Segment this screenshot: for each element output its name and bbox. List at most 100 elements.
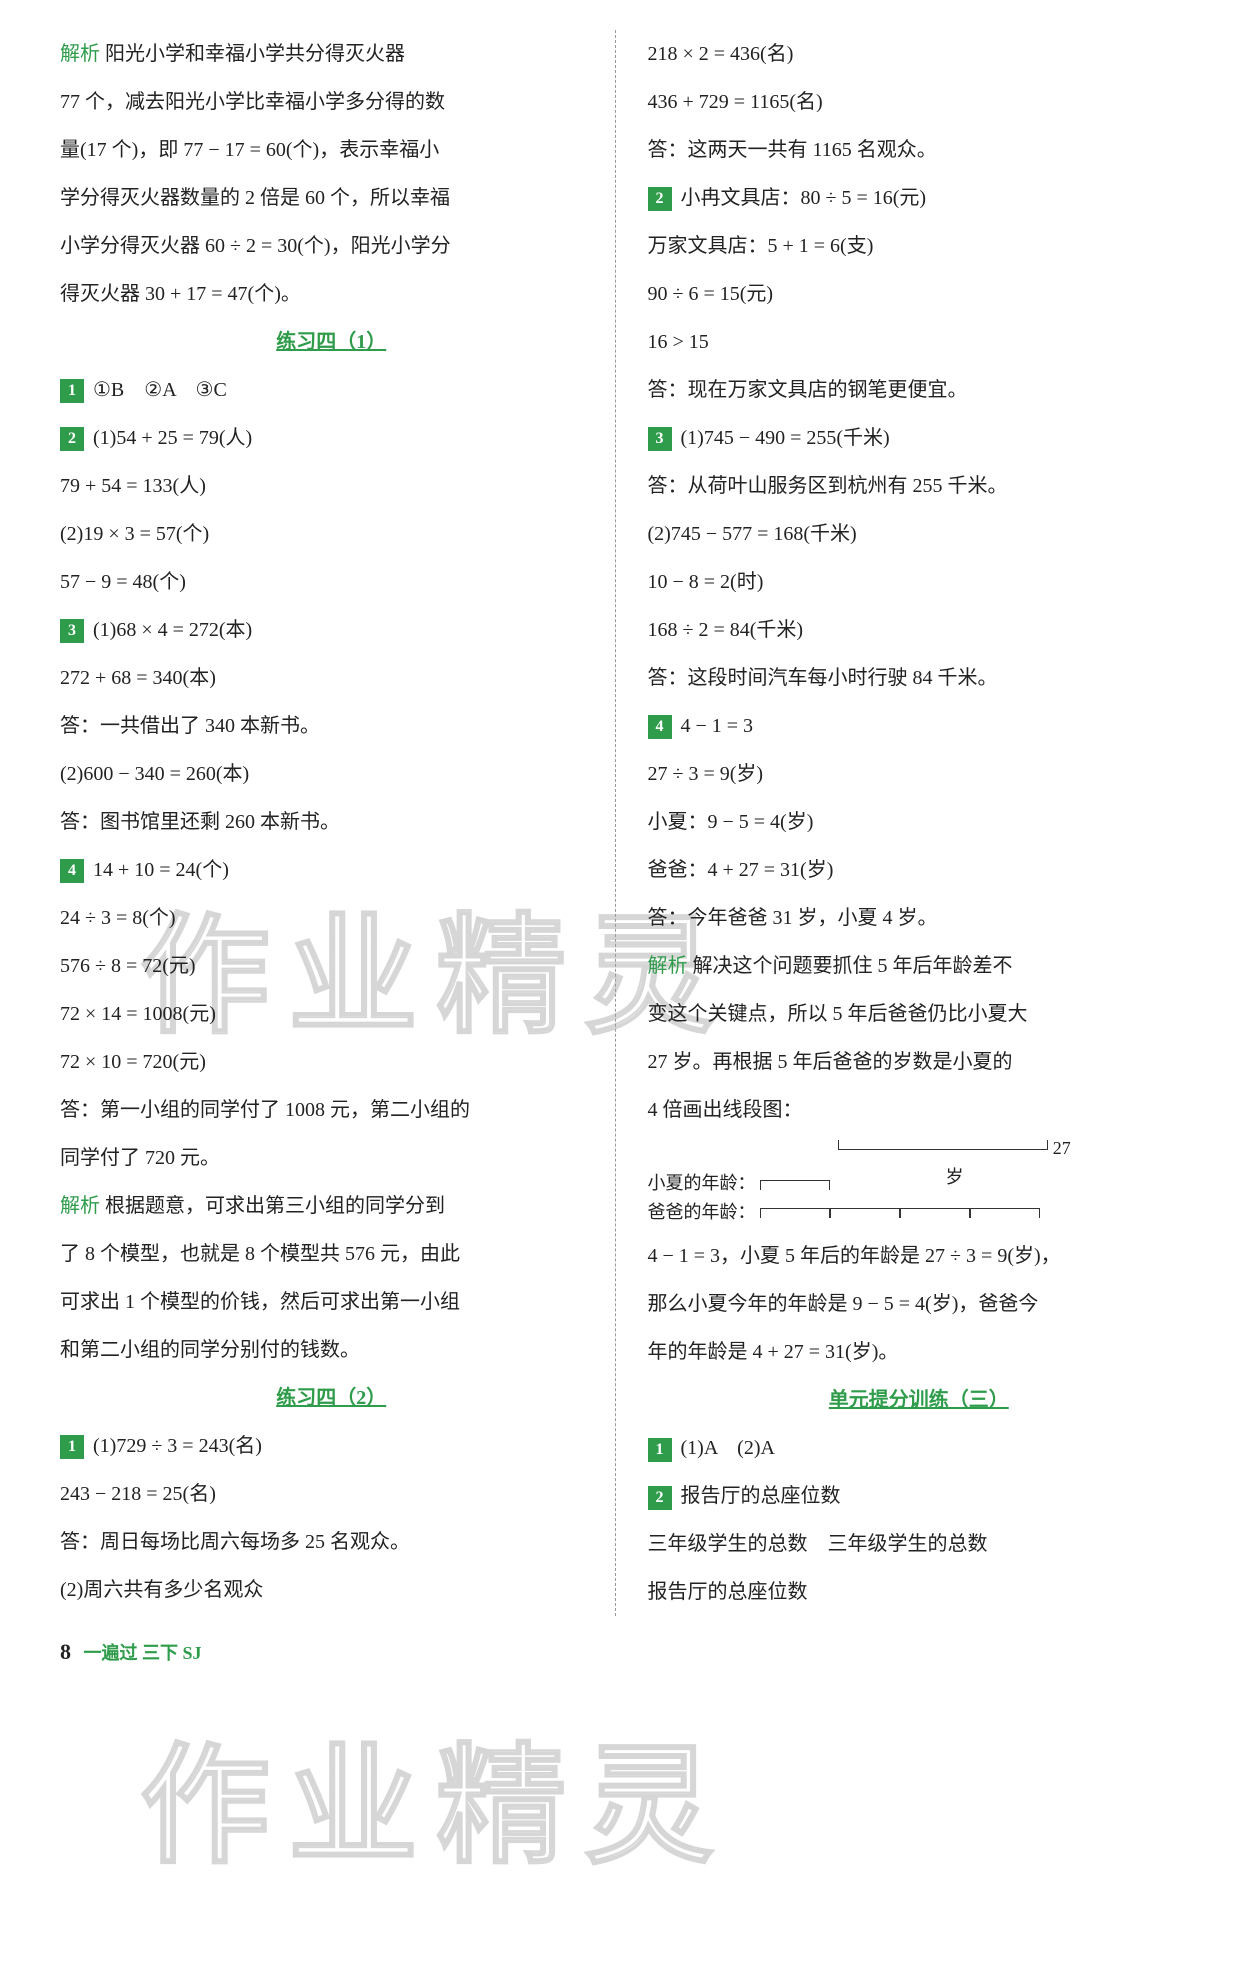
q3a-text: (1)68 × 4 = 272(本) xyxy=(93,619,252,641)
analysis-3-l3: 4 倍画出线段图： xyxy=(648,1086,1191,1134)
t4a: 4 4 − 1 = 3 xyxy=(648,702,1191,750)
s1: 218 × 2 = 436(名) xyxy=(648,30,1191,78)
diagram-row-xia: 小夏的年龄： 27岁 xyxy=(648,1140,1191,1198)
page-content: 解析 阳光小学和幸福小学共分得灭火器 77 个，减去阳光小学比幸福小学多分得的数… xyxy=(60,30,1190,1679)
q3b: 272 + 68 = 340(本) xyxy=(60,654,603,702)
two-columns: 解析 阳光小学和幸福小学共分得灭火器 77 个，减去阳光小学比幸福小学多分得的数… xyxy=(60,30,1190,1616)
q4c: 576 ÷ 8 = 72(元) xyxy=(60,942,603,990)
analysis-3-l2: 27 岁。再根据 5 年后爸爸的岁数是小夏的 xyxy=(648,1038,1191,1086)
num-1b-icon: 1 xyxy=(60,1435,84,1459)
diagram-xia-label: 小夏的年龄： xyxy=(648,1173,756,1193)
u1: 4 − 1 = 3，小夏 5 年后的年龄是 27 ÷ 3 = 9(岁)， xyxy=(648,1232,1191,1280)
segment-icon xyxy=(760,1208,830,1218)
r1b: 243 − 218 = 25(名) xyxy=(60,1470,603,1518)
heading-ex4-1: 练习四（1） xyxy=(60,318,603,366)
num-3-icon: 3 xyxy=(60,619,84,643)
analysis-2-l2: 可求出 1 个模型的价钱，然后可求出第一小组 xyxy=(60,1278,603,1326)
num-1c-icon: 1 xyxy=(648,1438,672,1462)
num-2c-icon: 2 xyxy=(648,1486,672,1510)
page-footer: 8 一遍过 三下 SJ xyxy=(60,1626,1190,1679)
q3c: 答：一共借出了 340 本新书。 xyxy=(60,702,603,750)
num-2b-icon: 2 xyxy=(648,187,672,211)
t3f: 答：这段时间汽车每小时行驶 84 千米。 xyxy=(648,654,1191,702)
num-4b-icon: 4 xyxy=(648,715,672,739)
t3e: 168 ÷ 2 = 84(千米) xyxy=(648,606,1191,654)
analysis-2-l3: 和第二小组的同学分别付的钱数。 xyxy=(60,1326,603,1374)
v4: 报告厅的总座位数 xyxy=(648,1568,1191,1616)
t3a-text: (1)745 − 490 = 255(千米) xyxy=(681,427,890,449)
t2d: 16 > 15 xyxy=(648,318,1191,366)
t4b: 27 ÷ 3 = 9(岁) xyxy=(648,750,1191,798)
analysis-label-2: 解析 xyxy=(60,1195,100,1217)
q2a: 2 (1)54 + 25 = 79(人) xyxy=(60,414,603,462)
num-3b-icon: 3 xyxy=(648,427,672,451)
segment-icon xyxy=(760,1180,830,1190)
q2c: (2)19 × 3 = 57(个) xyxy=(60,510,603,558)
t4d: 爸爸：4 + 27 = 31(岁) xyxy=(648,846,1191,894)
heading-unit-3: 单元提分训练（三） xyxy=(648,1376,1191,1424)
analysis-label-3: 解析 xyxy=(648,955,688,977)
v2: 2 报告厅的总座位数 xyxy=(648,1472,1191,1520)
t4e: 答：今年爸爸 31 岁，小夏 4 岁。 xyxy=(648,894,1191,942)
q4a: 4 14 + 10 = 24(个) xyxy=(60,846,603,894)
t2a-text: 小冉文具店：80 ÷ 5 = 16(元) xyxy=(681,187,927,209)
analysis-label: 解析 xyxy=(60,43,100,65)
heading-ex4-2: 练习四（2） xyxy=(60,1374,603,1422)
watermark-2: 作业精灵 xyxy=(140,1650,732,1962)
segment-icon xyxy=(970,1208,1040,1218)
q1: 1 ①B ②A ③C xyxy=(60,366,603,414)
t3b: 答：从荷叶山服务区到杭州有 255 千米。 xyxy=(648,462,1191,510)
q4e: 72 × 10 = 720(元) xyxy=(60,1038,603,1086)
age-diagram: 小夏的年龄： 27岁 爸爸的年龄： xyxy=(648,1140,1191,1226)
q4a-text: 14 + 10 = 24(个) xyxy=(93,859,229,881)
left-column: 解析 阳光小学和幸福小学共分得灭火器 77 个，减去阳光小学比幸福小学多分得的数… xyxy=(60,30,616,1616)
q3a: 3 (1)68 × 4 = 272(本) xyxy=(60,606,603,654)
segment-icon xyxy=(830,1208,900,1218)
s2: 436 + 729 = 1165(名) xyxy=(648,78,1191,126)
r1a: 1 (1)729 ÷ 3 = 243(名) xyxy=(60,1422,603,1470)
analysis-3-l1: 变这个关键点，所以 5 年后爸爸仍比小夏大 xyxy=(648,990,1191,1038)
t4c: 小夏：9 − 5 = 4(岁) xyxy=(648,798,1191,846)
r1d: (2)周六共有多少名观众 xyxy=(60,1566,603,1614)
analysis-2-l1: 了 8 个模型，也就是 8 个模型共 576 元，由此 xyxy=(60,1230,603,1278)
q2a-text: (1)54 + 25 = 79(人) xyxy=(93,427,252,449)
analysis-1-l5: 得灭火器 30 + 17 = 47(个)。 xyxy=(60,270,603,318)
analysis-1: 解析 阳光小学和幸福小学共分得灭火器 xyxy=(60,30,603,78)
q3d: (2)600 − 340 = 260(本) xyxy=(60,750,603,798)
r1a-text: (1)729 ÷ 3 = 243(名) xyxy=(93,1435,262,1457)
q2d: 57 − 9 = 48(个) xyxy=(60,558,603,606)
t2e: 答：现在万家文具店的钢笔更便宜。 xyxy=(648,366,1191,414)
u3: 年的年龄是 4 + 27 = 31(岁)。 xyxy=(648,1328,1191,1376)
analysis-3-l0: 解决这个问题要抓住 5 年后年龄差不 xyxy=(693,955,1013,977)
analysis-2-l0: 根据题意，可求出第三小组的同学分到 xyxy=(105,1195,445,1217)
analysis-1-l1: 77 个，减去阳光小学比幸福小学多分得的数 xyxy=(60,78,603,126)
diagram-ba-label: 爸爸的年龄： xyxy=(648,1202,756,1222)
v3: 三年级学生的总数 三年级学生的总数 xyxy=(648,1520,1191,1568)
diagram-row-ba: 爸爸的年龄： xyxy=(648,1198,1191,1227)
page-number: 8 xyxy=(60,1639,71,1664)
s3: 答：这两天一共有 1165 名观众。 xyxy=(648,126,1191,174)
segment-icon xyxy=(900,1208,970,1218)
analysis-2: 解析 根据题意，可求出第三小组的同学分到 xyxy=(60,1182,603,1230)
t3a: 3 (1)745 − 490 = 255(千米) xyxy=(648,414,1191,462)
footer-label: 一遍过 三下 SJ xyxy=(84,1643,202,1663)
right-column: 218 × 2 = 436(名) 436 + 729 = 1165(名) 答：这… xyxy=(636,30,1191,1616)
t2b: 万家文具店：5 + 1 = 6(支) xyxy=(648,222,1191,270)
q4g: 同学付了 720 元。 xyxy=(60,1134,603,1182)
t3d: 10 − 8 = 2(时) xyxy=(648,558,1191,606)
t4a-text: 4 − 1 = 3 xyxy=(681,715,754,737)
q2b: 79 + 54 = 133(人) xyxy=(60,462,603,510)
q4b: 24 ÷ 3 = 8(个) xyxy=(60,894,603,942)
t3c: (2)745 − 577 = 168(千米) xyxy=(648,510,1191,558)
v1-text: (1)A (2)A xyxy=(681,1437,775,1459)
analysis-1-l2: 量(17 个)，即 77 − 17 = 60(个)，表示幸福小 xyxy=(60,126,603,174)
v1: 1 (1)A (2)A xyxy=(648,1424,1191,1472)
t2a: 2 小冉文具店：80 ÷ 5 = 16(元) xyxy=(648,174,1191,222)
q3e: 答：图书馆里还剩 260 本新书。 xyxy=(60,798,603,846)
q4f: 答：第一小组的同学付了 1008 元，第二小组的 xyxy=(60,1086,603,1134)
u2: 那么小夏今年的年龄是 9 − 5 = 4(岁)，爸爸今 xyxy=(648,1280,1191,1328)
v2-text: 报告厅的总座位数 xyxy=(681,1485,841,1507)
brace-icon xyxy=(838,1140,1048,1150)
q4d: 72 × 14 = 1008(元) xyxy=(60,990,603,1038)
r1c: 答：周日每场比周六每场多 25 名观众。 xyxy=(60,1518,603,1566)
